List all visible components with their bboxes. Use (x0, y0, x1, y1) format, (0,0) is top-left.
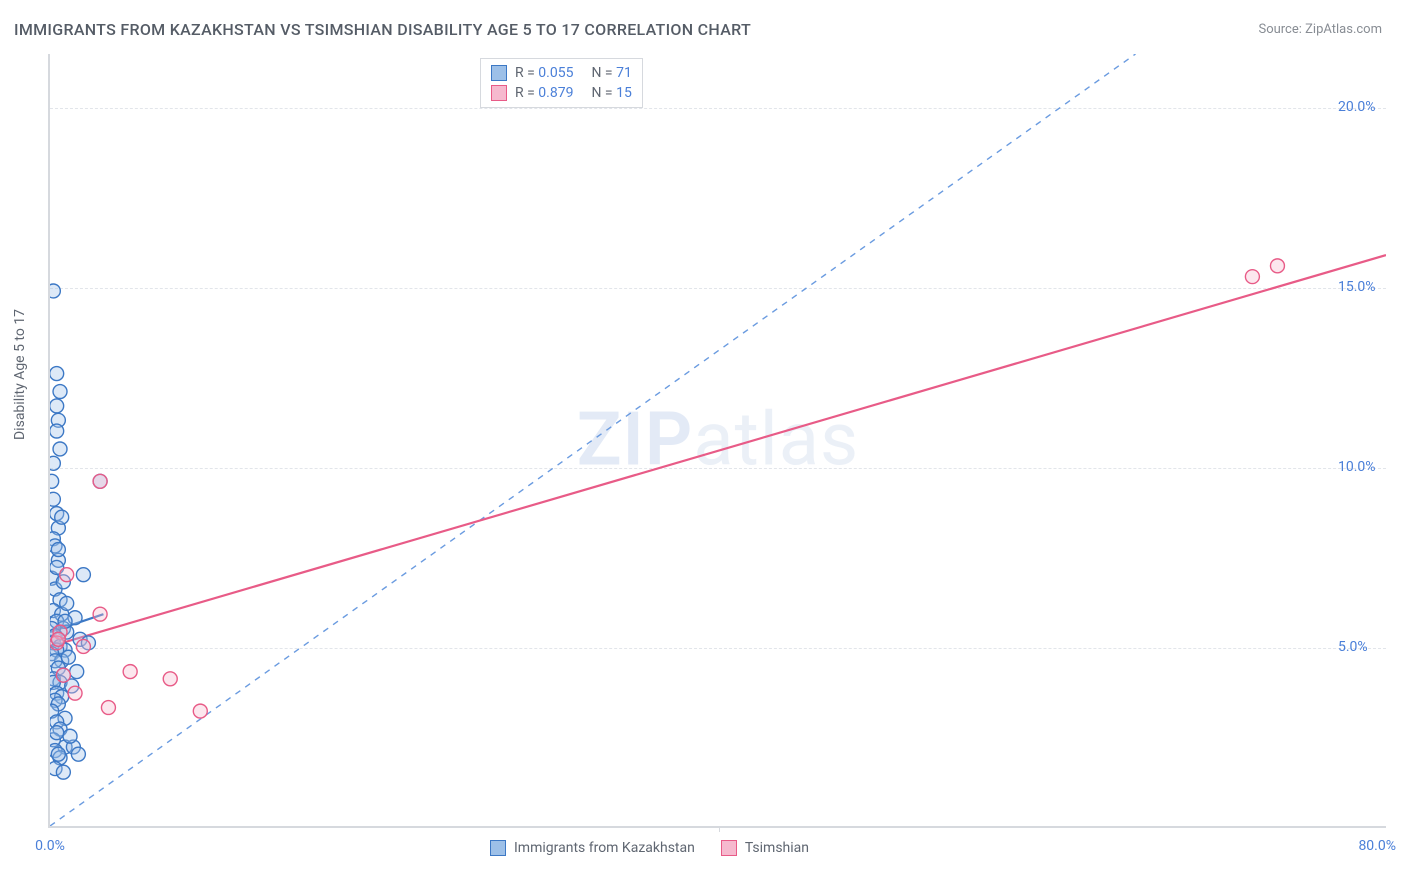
plot-svg (50, 54, 1386, 826)
legend-bottom-swatch-0 (490, 840, 506, 856)
legend-bottom-swatch-1 (721, 840, 737, 856)
x-tick-1: 80.0% (1358, 838, 1396, 854)
legend-label-0: Immigrants from Kazakhstan (514, 840, 695, 856)
n-label-1: N = (591, 85, 612, 101)
y-axis-label: Disability Age 5 to 17 (12, 309, 28, 440)
r-label-0: R = (515, 65, 535, 81)
plot-area: ZIPatlas 5.0%10.0%15.0%20.0% R = 0.055 N… (48, 54, 1386, 828)
x-minor-tick (719, 826, 720, 832)
legend-label-1: Tsimshian (745, 840, 809, 856)
n-value-0: 71 (616, 65, 632, 81)
legend-item-1: Tsimshian (721, 840, 809, 856)
legend-item-0: Immigrants from Kazakhstan (490, 840, 695, 856)
r-value-1: 0.879 (538, 85, 573, 101)
r-value-0: 0.055 (538, 65, 573, 81)
r-label-1: R = (515, 85, 535, 101)
legend-stats-row-1: R = 0.879 N = 15 (491, 83, 632, 103)
legend-stats-row-0: R = 0.055 N = 71 (491, 63, 632, 83)
legend-swatch-0 (491, 65, 507, 81)
legend-swatch-1 (491, 85, 507, 101)
n-label-0: N = (591, 65, 612, 81)
n-value-1: 15 (616, 85, 632, 101)
chart-title: IMMIGRANTS FROM KAZAKHSTAN VS TSIMSHIAN … (14, 20, 751, 39)
legend-series: Immigrants from Kazakhstan Tsimshian (490, 840, 809, 856)
source-label: Source: ZipAtlas.com (1258, 22, 1382, 37)
legend-stats: R = 0.055 N = 71 R = 0.879 N = 15 (480, 58, 643, 108)
x-tick-0: 0.0% (35, 838, 65, 854)
